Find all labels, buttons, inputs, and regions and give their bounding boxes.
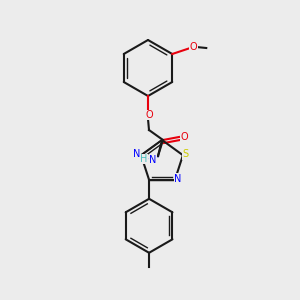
Text: H: H [140, 154, 148, 164]
Text: S: S [183, 149, 189, 159]
Text: O: O [189, 42, 197, 52]
Text: N: N [174, 174, 182, 184]
Text: O: O [145, 110, 153, 120]
Text: N: N [134, 149, 141, 159]
Text: N: N [149, 155, 157, 165]
Text: O: O [180, 132, 188, 142]
